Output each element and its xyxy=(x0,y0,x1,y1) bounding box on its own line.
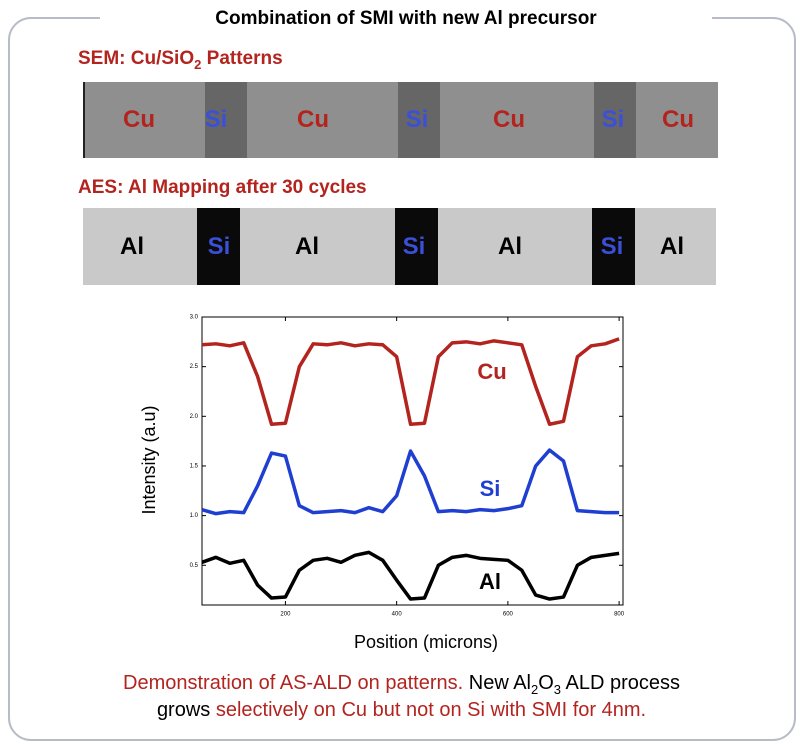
region-label: Al xyxy=(480,233,540,261)
x-axis-label: Position (microns) xyxy=(354,632,498,652)
region-label: Cu xyxy=(109,106,169,134)
series-label: Si xyxy=(480,476,501,501)
y-tick-label: 2.0 xyxy=(190,414,199,420)
slide: Combination of SMI with new Al precursor… xyxy=(0,0,803,746)
caption-text: Demonstration of AS-ALD on patterns. xyxy=(123,672,463,694)
region-label: Cu xyxy=(283,106,343,134)
caption-text: selectively on Cu but not on Si with SMI… xyxy=(216,699,646,721)
region-label: Si xyxy=(582,233,642,261)
caption-text: O xyxy=(538,672,554,694)
region-label: Al xyxy=(642,233,702,261)
caption-line: Demonstration of AS-ALD on patterns. New… xyxy=(0,672,803,697)
y-axis-label: Intensity (a.u) xyxy=(139,405,159,514)
subscript: 3 xyxy=(554,682,561,697)
region-label: Al xyxy=(102,233,162,261)
subscript: 2 xyxy=(194,57,201,72)
region-label: Si xyxy=(186,106,246,134)
region-label: Al xyxy=(277,233,337,261)
region-label: Si xyxy=(384,233,444,261)
caption-line: grows selectively on Cu but not on Si wi… xyxy=(0,699,803,722)
caption-text: ALD process xyxy=(565,672,680,694)
slide-title: Combination of SMI with new Al precursor xyxy=(215,8,597,29)
x-tick-label: 600 xyxy=(503,612,514,618)
sem-heading-text: SEM: Cu/SiO xyxy=(78,48,194,69)
region-label: Si xyxy=(583,106,643,134)
x-tick-label: 400 xyxy=(392,612,403,618)
caption-text: grows xyxy=(157,699,210,721)
x-tick-label: 800 xyxy=(614,612,625,618)
region-label: Si xyxy=(387,106,447,134)
y-tick-label: 1.0 xyxy=(190,513,199,519)
plot-frame xyxy=(202,317,623,605)
y-tick-label: 0.5 xyxy=(190,563,199,569)
sem-heading: SEM: Cu/SiO2 Patterns xyxy=(78,48,283,72)
y-tick-label: 2.5 xyxy=(190,364,199,370)
series-label: Al xyxy=(479,569,501,594)
region-label: Cu xyxy=(479,106,539,134)
y-tick-label: 3.0 xyxy=(190,315,199,321)
region-label: Si xyxy=(189,233,249,261)
y-tick-label: 1.5 xyxy=(190,464,199,470)
series-label: Cu xyxy=(477,359,506,384)
x-tick-label: 200 xyxy=(280,612,291,618)
sem-heading-text: Patterns xyxy=(207,48,283,69)
aes-heading: AES: Al Mapping after 30 cycles xyxy=(78,177,367,199)
region-label: Cu xyxy=(648,106,708,134)
caption-text: New Al xyxy=(469,672,531,694)
